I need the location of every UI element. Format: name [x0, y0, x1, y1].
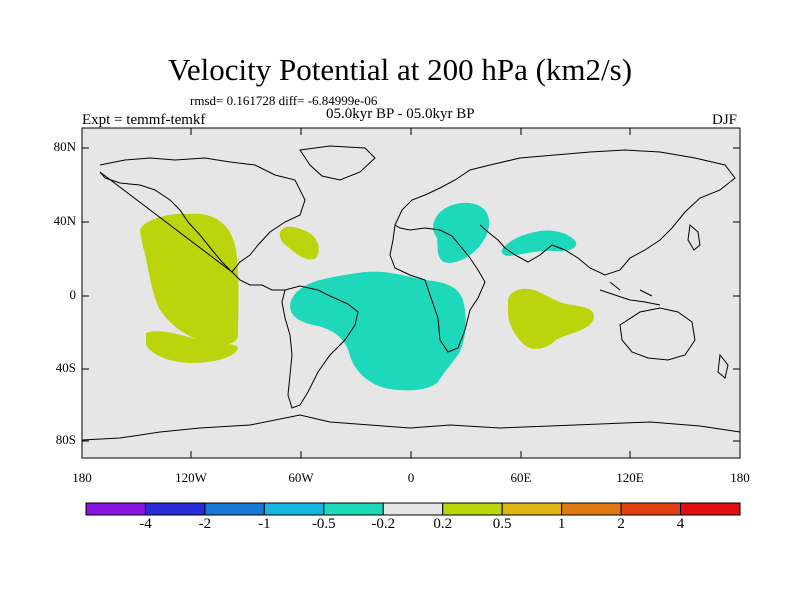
- colorbar-label-1: -2: [198, 516, 212, 532]
- lon-label-120e: 120E: [616, 470, 644, 485]
- colorbar-box-10: [680, 502, 741, 516]
- positive-region-indian-ocean: [508, 288, 594, 349]
- coast-new-zealand: [717, 353, 729, 379]
- lon-label-180w: 180: [72, 470, 92, 485]
- positive-region-east-pacific: [140, 213, 239, 345]
- lon-label-60w: 60W: [288, 470, 314, 485]
- stats-line: rmsd= 0.161728 diff= -6.84999e-06: [190, 93, 378, 108]
- coastlines: [81, 145, 741, 441]
- colorbar-label-3: -0.5: [311, 516, 336, 532]
- colorbar-box-4: [323, 502, 384, 516]
- negative-region-atlantic-africa: [290, 271, 466, 391]
- lat-label-40n: 40N: [53, 213, 76, 228]
- colorbar-label-0: -4: [139, 516, 152, 532]
- coast-antarctica: [81, 414, 741, 441]
- negative-anomaly-regions: [290, 202, 577, 391]
- lat-label-40s: 40S: [55, 360, 76, 375]
- lat-label-80n: 80N: [53, 139, 76, 154]
- colorbar-label-6: 0.5: [492, 516, 512, 532]
- colorbar-box-3: [263, 502, 325, 516]
- axis-ticks: [82, 128, 740, 458]
- negative-region-south-asia: [501, 230, 577, 256]
- colorbar-boxes: [85, 502, 741, 516]
- coast-australia: [619, 307, 696, 361]
- colorbar-box-1: [144, 502, 206, 516]
- season-label: DJF: [712, 112, 738, 128]
- positive-anomaly-regions: [140, 213, 594, 363]
- colorbar-label-5: 0.2: [433, 516, 453, 532]
- colorbar-label-8: 2: [617, 516, 625, 532]
- negative-region-mediterranean: [433, 202, 490, 263]
- experiment-label: Expt = temmf-temkf: [82, 112, 206, 128]
- positive-region-north-atlantic: [279, 226, 319, 260]
- lon-label-120w: 120W: [175, 470, 207, 485]
- coast-japan: [687, 224, 701, 251]
- colorbar-label-2: -1: [258, 516, 271, 532]
- lon-label-60e: 60E: [510, 470, 532, 485]
- lat-label-80s: 80S: [55, 432, 76, 447]
- colorbar-box-5: [382, 502, 444, 516]
- coast-indonesia: [599, 281, 661, 306]
- positive-region-south-pacific: [146, 331, 238, 363]
- colorbar-box-9: [620, 502, 682, 516]
- coast-south-america: [281, 285, 359, 409]
- colorbar-box-6: [442, 502, 503, 516]
- colorbar-box-7: [501, 502, 563, 516]
- plot-title: Velocity Potential at 200 hPa (km2/s): [167, 52, 633, 87]
- coast-asia: [479, 149, 736, 276]
- coast-greenland: [299, 145, 376, 181]
- coast-north-america: [99, 157, 306, 291]
- colorbar-box-2: [204, 502, 265, 516]
- lat-label-eq: 0: [69, 287, 77, 302]
- coast-europe-africa: [389, 164, 491, 353]
- lon-label-0: 0: [407, 470, 415, 485]
- colorbar-label-4: -0.2: [371, 516, 396, 532]
- colorbar-label-7: 1: [557, 516, 566, 532]
- lon-label-180e: 180: [730, 470, 750, 485]
- colorbar-label-9: 4: [676, 516, 685, 532]
- colorbar-box-0: [85, 502, 146, 516]
- period-label: 05.0kyr BP - 05.0kyr BP: [326, 106, 475, 122]
- colorbar-box-8: [561, 502, 622, 516]
